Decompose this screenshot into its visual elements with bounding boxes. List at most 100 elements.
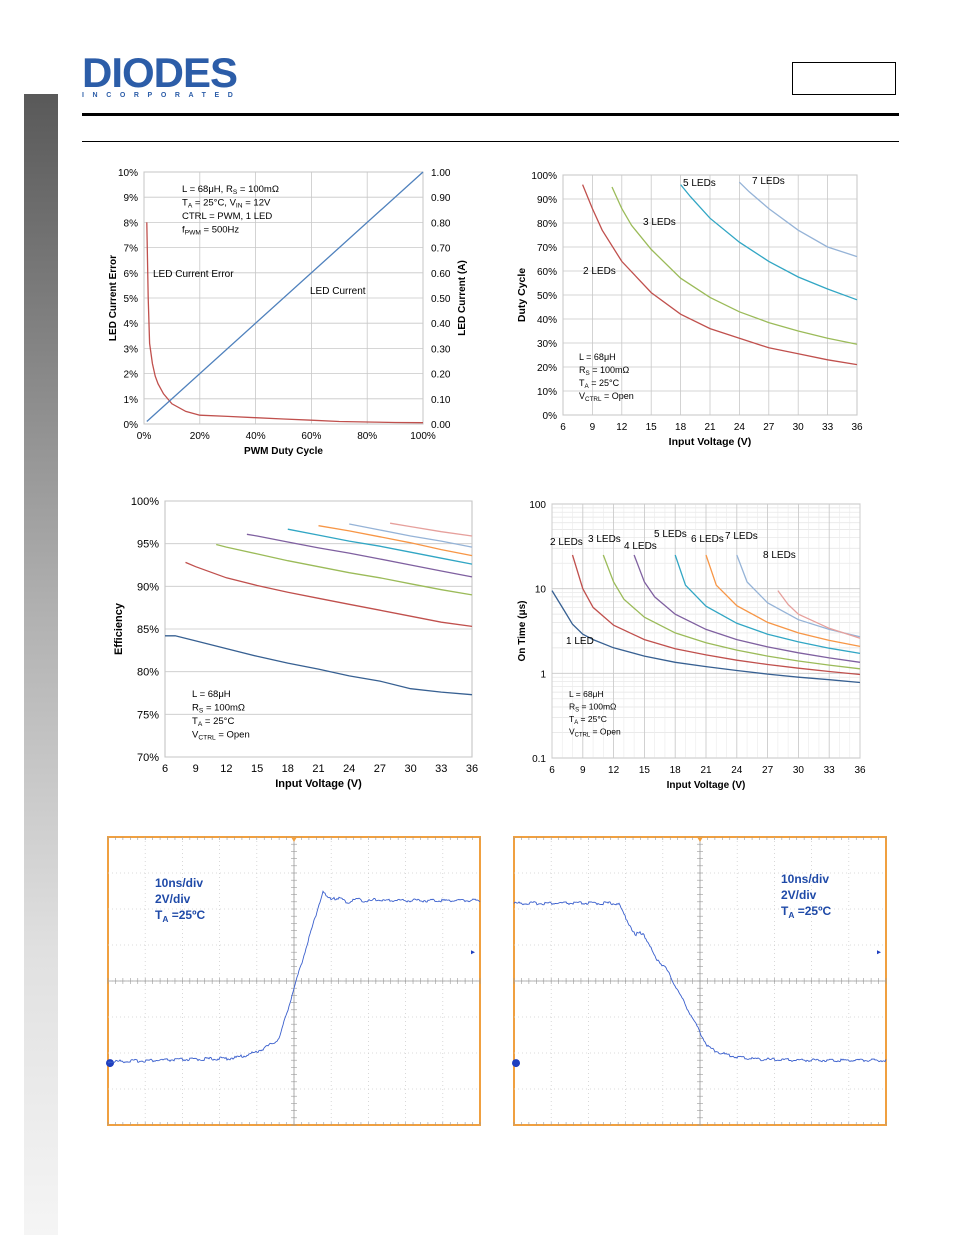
x-tick-label: 9	[193, 763, 199, 775]
led-label: 8 LEDs	[763, 550, 796, 561]
x-tick-label: 36	[854, 765, 866, 776]
led-label: 7 LEDs	[725, 531, 758, 542]
timebase-label: 10ns/div	[781, 872, 829, 886]
x-tick-label: 15	[251, 763, 263, 775]
condition-text: = 100mΩ	[237, 184, 279, 195]
x-tick-label: 24	[731, 765, 743, 776]
y-tick-label: 1%	[124, 395, 139, 406]
led-label: 6 LEDs	[691, 534, 724, 545]
condition-text: = 100mΩ	[590, 365, 630, 375]
x-tick-label: 18	[670, 765, 682, 776]
series-line-2	[680, 184, 858, 301]
y-tick-label: 10	[535, 585, 547, 596]
y-tick-label: 80%	[537, 219, 557, 230]
condition-subscript: CTRL	[198, 735, 216, 742]
condition-line: VCTRL = Open	[192, 730, 250, 742]
channel-marker	[512, 1059, 520, 1068]
x-tick-label: 15	[646, 422, 658, 433]
series-line-2	[602, 554, 861, 670]
y-tick-label: 1	[540, 669, 546, 680]
series-line-6	[349, 523, 473, 548]
condition-line: CTRL = PWM, 1 LED	[182, 211, 272, 222]
x-tick-label: 0%	[137, 431, 152, 442]
y-axis-label: On Time (μs)	[517, 601, 528, 662]
x-tick-label: 24	[734, 422, 746, 433]
condition-subscript: S	[233, 189, 238, 196]
condition-text: V	[192, 730, 199, 741]
condition-line: L = 68μH, RS = 100mΩ	[182, 184, 279, 196]
y2-tick-label: 0.30	[431, 344, 451, 355]
y-tick-label: 50%	[537, 291, 557, 302]
y2-axis-label: LED Current (A)	[457, 260, 468, 336]
x-tick-label: 40%	[246, 431, 266, 442]
y-tick-label: 85%	[137, 624, 159, 636]
y-axis-label: LED Current Error	[108, 255, 119, 341]
x-tick-label: 18	[282, 763, 294, 775]
condition-text: = Open	[601, 391, 633, 401]
series-line-2	[216, 543, 473, 596]
condition-subscript: A	[198, 721, 203, 728]
condition-text: L = 68μH, R	[182, 184, 233, 195]
side-band	[24, 94, 58, 1235]
y2-tick-label: 0.50	[431, 294, 451, 305]
condition-line: TA = 25°C	[579, 378, 620, 390]
series-line-7	[777, 590, 861, 639]
series-label-error: LED Current Error	[153, 269, 234, 280]
x-tick-label: 21	[704, 422, 716, 433]
x-axis-label: Input Voltage (V)	[667, 780, 746, 791]
condition-text: R	[192, 703, 199, 714]
header-rule	[82, 113, 899, 116]
x-tick-label: 80%	[357, 431, 377, 442]
condition-text: = Open	[590, 727, 621, 737]
x-tick-label: 33	[435, 763, 447, 775]
condition-line: RS = 100mΩ	[192, 703, 245, 715]
y-tick-label: 6%	[124, 269, 139, 280]
trigger-marker	[291, 837, 297, 842]
series-line-7	[389, 522, 473, 537]
logo-subtitle: INCORPORATED	[82, 92, 242, 99]
y-axis-label: Duty Cycle	[516, 268, 528, 322]
temperature-label: TA =25ºC	[155, 908, 205, 924]
led-label: 4 LEDs	[624, 541, 657, 552]
diodes-logo: DIODES INCORPORATED	[82, 52, 257, 102]
y-tick-label: 100%	[131, 496, 159, 508]
condition-text: T	[569, 714, 574, 724]
scope-trace	[107, 890, 481, 1064]
y-tick-label: 100	[529, 500, 546, 511]
chart-led-current-error: 0% 1% 2% 3% 4% 5% 6% 7% 8% 9% 10% 0% 20% 40% 60% 80% 100…	[108, 168, 468, 457]
condition-subscript: A	[585, 383, 590, 390]
condition-subscript: A	[188, 203, 193, 210]
volts-per-div-label: 2V/div	[155, 892, 191, 906]
chart-efficiency: 70% 75% 80% 85% 90% 95% 100% 6 9 12 15 18 21 24 27 30 33…	[113, 496, 478, 790]
x-tick-label: 12	[608, 765, 620, 776]
temp-symbol: T	[781, 904, 789, 918]
temp-symbol: T	[155, 908, 163, 922]
x-tick-label: 6	[560, 422, 566, 433]
y-tick-label: 40%	[537, 315, 557, 326]
x-tick-label: 9	[590, 422, 596, 433]
trigger-level-marker	[877, 950, 881, 955]
y-tick-label: 8%	[124, 218, 139, 229]
y-tick-label: 70%	[537, 243, 557, 254]
x-tick-label: 60%	[301, 431, 321, 442]
led-label: 7 LEDs	[752, 176, 785, 187]
condition-line: VCTRL = Open	[579, 391, 634, 403]
x-tick-label: 30	[793, 422, 805, 433]
condition-text: T	[182, 198, 188, 209]
led-label: 3 LEDs	[643, 217, 676, 228]
x-tick-label: 36	[466, 763, 478, 775]
condition-text: L = 68μH	[192, 689, 231, 700]
condition-subscript: IN	[236, 203, 243, 210]
y-tick-label: 90%	[137, 581, 159, 593]
y-tick-label: 9%	[124, 193, 139, 204]
y-tick-label: 3%	[124, 344, 139, 355]
y2-tick-label: 0.40	[431, 319, 451, 330]
condition-line: TA = 25°C	[192, 716, 234, 728]
condition-text: = 25°C, V	[192, 198, 236, 209]
x-tick-label: 6	[162, 763, 168, 775]
y2-tick-label: 0.80	[431, 218, 451, 229]
y-tick-label: 10%	[118, 168, 138, 179]
series-line-1	[571, 554, 861, 676]
led-label: 5 LEDs	[654, 529, 687, 540]
timebase-label: 10ns/div	[155, 876, 203, 890]
